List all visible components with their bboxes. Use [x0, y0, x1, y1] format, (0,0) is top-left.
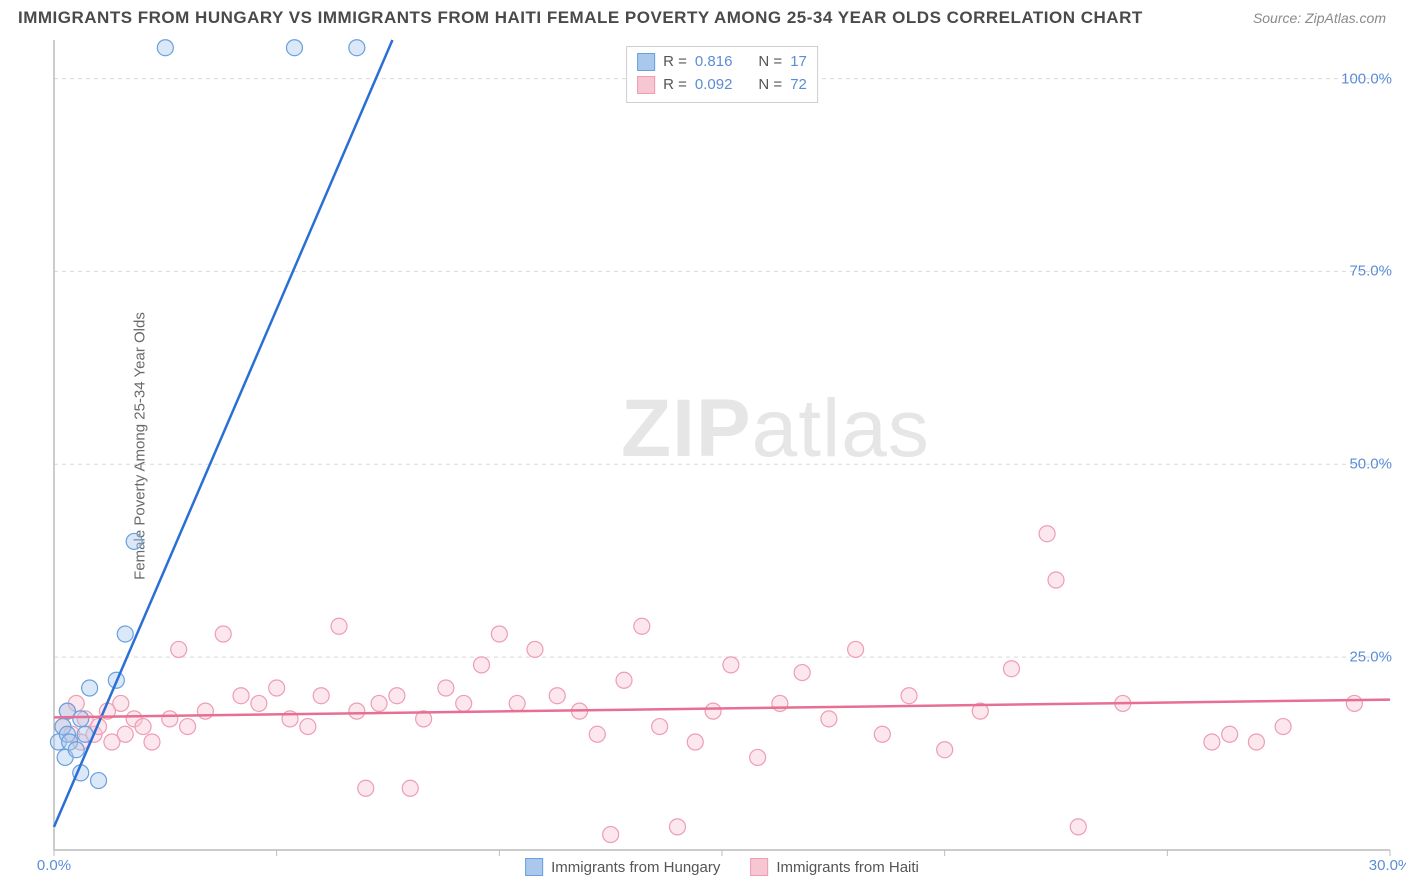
- n-value-haiti: 72: [790, 74, 807, 97]
- swatch-haiti: [750, 858, 768, 876]
- stats-row-haiti: R = 0.092 N = 72: [637, 74, 807, 97]
- legend-item-haiti: Immigrants from Haiti: [750, 858, 919, 876]
- r-value-haiti: 0.092: [695, 74, 733, 97]
- plot-area: ZIPatlas R = 0.816 N = 17 R = 0.092 N = …: [54, 40, 1390, 850]
- r-value-hungary: 0.816: [695, 51, 733, 74]
- legend-label-haiti: Immigrants from Haiti: [776, 859, 919, 876]
- xtick-label: 30.0%: [1369, 857, 1406, 874]
- swatch-hungary: [637, 53, 655, 71]
- n-value-hungary: 17: [790, 51, 807, 74]
- n-label: N =: [758, 74, 782, 97]
- ytick-label: 25.0%: [1322, 649, 1392, 666]
- chart-title: IMMIGRANTS FROM HUNGARY VS IMMIGRANTS FR…: [18, 8, 1143, 28]
- source-attribution: Source: ZipAtlas.com: [1253, 10, 1386, 26]
- stats-row-hungary: R = 0.816 N = 17: [637, 51, 807, 74]
- stats-legend: R = 0.816 N = 17 R = 0.092 N = 72: [626, 46, 818, 103]
- r-label: R =: [663, 74, 687, 97]
- r-label: R =: [663, 51, 687, 74]
- ytick-label: 100.0%: [1322, 70, 1392, 87]
- swatch-haiti: [637, 76, 655, 94]
- legend-label-hungary: Immigrants from Hungary: [551, 859, 720, 876]
- ytick-label: 75.0%: [1322, 263, 1392, 280]
- ytick-label: 50.0%: [1322, 456, 1392, 473]
- bottom-legend: Immigrants from Hungary Immigrants from …: [525, 858, 919, 876]
- xtick-label: 0.0%: [37, 857, 71, 874]
- swatch-hungary: [525, 858, 543, 876]
- n-label: N =: [758, 51, 782, 74]
- chart-svg: [54, 40, 1390, 850]
- legend-item-hungary: Immigrants from Hungary: [525, 858, 720, 876]
